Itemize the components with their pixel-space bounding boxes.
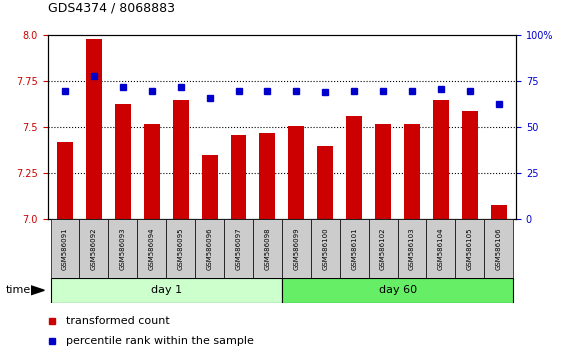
Bar bbox=[80, 219, 108, 278]
Bar bbox=[426, 219, 456, 278]
Bar bbox=[491, 205, 507, 219]
Text: GSM586100: GSM586100 bbox=[322, 227, 328, 270]
Bar bbox=[108, 219, 137, 278]
Text: GSM586096: GSM586096 bbox=[206, 227, 213, 270]
Bar bbox=[253, 219, 282, 278]
Bar bbox=[311, 219, 340, 278]
Bar bbox=[57, 142, 73, 219]
Bar bbox=[260, 133, 275, 219]
Bar bbox=[201, 155, 218, 219]
Text: transformed count: transformed count bbox=[66, 316, 170, 326]
Bar bbox=[144, 124, 160, 219]
Bar bbox=[195, 219, 224, 278]
Text: GSM586091: GSM586091 bbox=[62, 227, 68, 270]
Text: GSM586101: GSM586101 bbox=[351, 227, 357, 270]
Bar bbox=[462, 111, 478, 219]
Text: GSM586095: GSM586095 bbox=[178, 227, 183, 270]
Text: GSM586098: GSM586098 bbox=[264, 227, 270, 270]
Bar bbox=[282, 278, 513, 303]
Text: GSM586094: GSM586094 bbox=[149, 227, 155, 270]
Polygon shape bbox=[31, 286, 44, 295]
Bar bbox=[50, 278, 282, 303]
Bar bbox=[456, 219, 484, 278]
Text: GSM586099: GSM586099 bbox=[293, 227, 300, 270]
Bar bbox=[282, 219, 311, 278]
Text: day 1: day 1 bbox=[151, 285, 182, 295]
Bar bbox=[86, 39, 102, 219]
Text: GSM586103: GSM586103 bbox=[409, 227, 415, 270]
Bar bbox=[346, 116, 362, 219]
Bar bbox=[433, 100, 449, 219]
Text: GSM586102: GSM586102 bbox=[380, 227, 386, 270]
Bar bbox=[340, 219, 369, 278]
Bar bbox=[231, 135, 246, 219]
Bar bbox=[484, 219, 513, 278]
Text: percentile rank within the sample: percentile rank within the sample bbox=[66, 336, 254, 346]
Bar bbox=[288, 126, 304, 219]
Text: time: time bbox=[6, 285, 31, 295]
Bar bbox=[166, 219, 195, 278]
Bar bbox=[369, 219, 398, 278]
Bar bbox=[115, 103, 131, 219]
Bar bbox=[137, 219, 166, 278]
Text: GSM586105: GSM586105 bbox=[467, 227, 473, 270]
Bar bbox=[404, 124, 420, 219]
Bar bbox=[375, 124, 391, 219]
Bar bbox=[318, 146, 333, 219]
Text: GDS4374 / 8068883: GDS4374 / 8068883 bbox=[48, 1, 174, 14]
Text: GSM586097: GSM586097 bbox=[236, 227, 242, 270]
Bar bbox=[50, 219, 80, 278]
Bar bbox=[398, 219, 426, 278]
Bar bbox=[173, 100, 188, 219]
Text: GSM586092: GSM586092 bbox=[91, 227, 97, 270]
Text: day 60: day 60 bbox=[379, 285, 417, 295]
Text: GSM586093: GSM586093 bbox=[120, 227, 126, 270]
Bar bbox=[224, 219, 253, 278]
Text: GSM586104: GSM586104 bbox=[438, 227, 444, 270]
Text: GSM586106: GSM586106 bbox=[496, 227, 502, 270]
